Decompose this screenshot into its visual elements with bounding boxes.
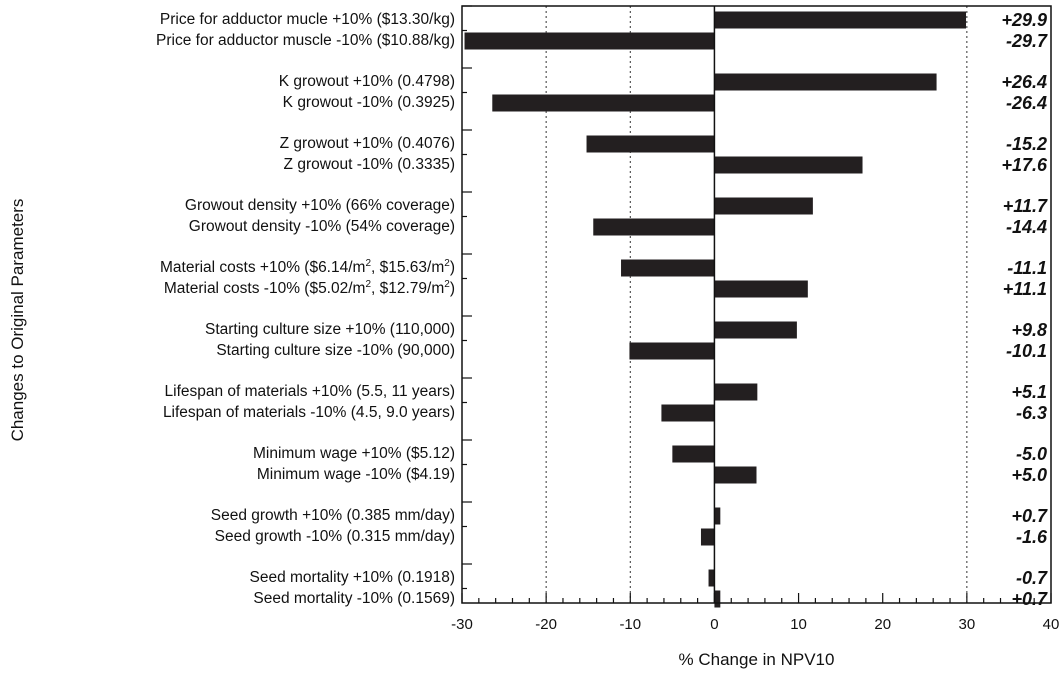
category-label: K growout -10% (0.3925) [282,94,455,111]
x-tick-label: -30 [451,616,473,633]
x-tick-label: -20 [535,616,557,633]
bar [714,321,797,339]
category-label: Seed mortality -10% (0.1569) [253,590,455,607]
y-axis-label-text: Changes to Original Parameters [8,198,27,442]
category-label: Price for adductor mucle +10% ($13.30/kg… [159,11,455,28]
x-tick-label: -10 [619,616,641,633]
bar [492,94,715,112]
category-label: Lifespan of materials +10% (5.5, 11 year… [164,383,456,400]
y-axis-label: Changes to Original Parameters [4,110,32,530]
category-label: Z growout -10% (0.3335) [283,156,455,173]
bar [714,507,721,525]
category-label: Growout density -10% (54% coverage) [188,218,455,235]
bar [714,466,757,484]
bar [714,11,967,29]
x-tick-label: 0 [710,616,718,633]
bar [593,218,715,236]
bar [714,590,721,608]
category-label: Material costs -10% ($5.02/m2, $12.79/m2… [163,278,455,297]
category-label: Starting culture size -10% (90,000) [216,342,455,359]
bar [464,32,715,50]
bar [714,383,758,401]
category-label: Z growout +10% (0.4076) [279,135,455,152]
category-label: Seed mortality +10% (0.1918) [249,569,456,586]
bar [700,528,715,546]
category-label: Seed growth +10% (0.385 mm/day) [210,507,455,524]
bar [621,259,715,277]
x-tick-label: 40 [1043,616,1060,633]
category-labels: Price for adductor mucle +10% ($13.30/kg… [0,0,455,620]
category-label: Growout density +10% (66% coverage) [184,197,455,214]
category-label: Seed growth -10% (0.315 mm/day) [214,528,455,545]
bar [714,280,808,298]
category-label: K growout +10% (0.4798) [278,73,455,90]
category-label: Starting culture size +10% (110,000) [204,321,455,338]
category-label: Minimum wage -10% ($4.19) [256,466,455,483]
x-axis-label: % Change in NPV10 [678,650,835,669]
bar [661,404,715,422]
bar [714,156,863,174]
bar [629,342,715,360]
x-tick-label: 20 [874,616,891,633]
category-label: Minimum wage +10% ($5.12) [252,445,455,462]
plot-frame [461,5,1052,604]
category-label: Lifespan of materials -10% (4.5, 9.0 yea… [162,404,455,421]
bar [714,73,937,91]
bar [708,569,715,587]
x-tick-label: 30 [959,616,976,633]
x-tick-label: 10 [790,616,807,633]
category-label: Price for adductor muscle -10% ($10.88/k… [156,32,455,49]
bar [672,445,715,463]
bar [586,135,715,153]
bar [714,197,813,215]
category-label: Material costs +10% ($6.14/m2, $15.63/m2… [159,257,455,276]
